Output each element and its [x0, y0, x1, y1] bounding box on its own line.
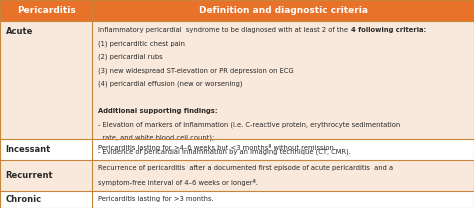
Bar: [0, 0, 474, 21]
Text: symptom-free interval of 4–6 weeks or longerª.: symptom-free interval of 4–6 weeks or lo…: [99, 179, 258, 186]
Text: (3) new widespread ST-elevation or PR depression on ECG: (3) new widespread ST-elevation or PR de…: [99, 67, 294, 74]
Text: - Elevation of markers of inflammation (i.e. C-reactive protein, erythrocyte sed: - Elevation of markers of inflammation (…: [99, 121, 401, 128]
Text: (4) pericardial effusion (new or worsening): (4) pericardial effusion (new or worseni…: [99, 80, 243, 87]
Bar: [0, 191, 474, 208]
Bar: [0, 139, 474, 160]
Text: Definition and diagnostic criteria: Definition and diagnostic criteria: [199, 6, 368, 15]
Text: Pericarditis lasting for >4–6 weeks but <3 monthsª without remission.: Pericarditis lasting for >4–6 weeks but …: [99, 144, 337, 151]
Bar: [0, 21, 474, 139]
Text: Acute: Acute: [6, 27, 33, 36]
Text: Incessant: Incessant: [6, 145, 51, 154]
Text: Recurrence of pericarditis  after a documented first episode of acute pericardit: Recurrence of pericarditis after a docum…: [99, 165, 393, 171]
Text: rate, and white blood cell count);: rate, and white blood cell count);: [99, 135, 215, 141]
Text: (1) pericarditic chest pain: (1) pericarditic chest pain: [99, 40, 185, 47]
Text: Chronic: Chronic: [6, 195, 42, 204]
Text: - Evidence of pericardial inflammation by an imaging technique (CT, CMR).: - Evidence of pericardial inflammation b…: [99, 148, 351, 155]
Bar: [0, 160, 474, 191]
Text: Additional supporting findings:: Additional supporting findings:: [99, 108, 218, 114]
Text: Pericarditis: Pericarditis: [17, 6, 75, 15]
Text: Inflammatory pericardial  syndrome to be diagnosed with at least 2 of the: Inflammatory pericardial syndrome to be …: [99, 27, 351, 32]
Text: (2) pericardial rubs: (2) pericardial rubs: [99, 53, 163, 60]
Text: Recurrent: Recurrent: [6, 171, 53, 180]
Text: 4 following criteria:: 4 following criteria:: [351, 27, 426, 32]
Text: Pericarditis lasting for >3 months.: Pericarditis lasting for >3 months.: [99, 196, 214, 202]
